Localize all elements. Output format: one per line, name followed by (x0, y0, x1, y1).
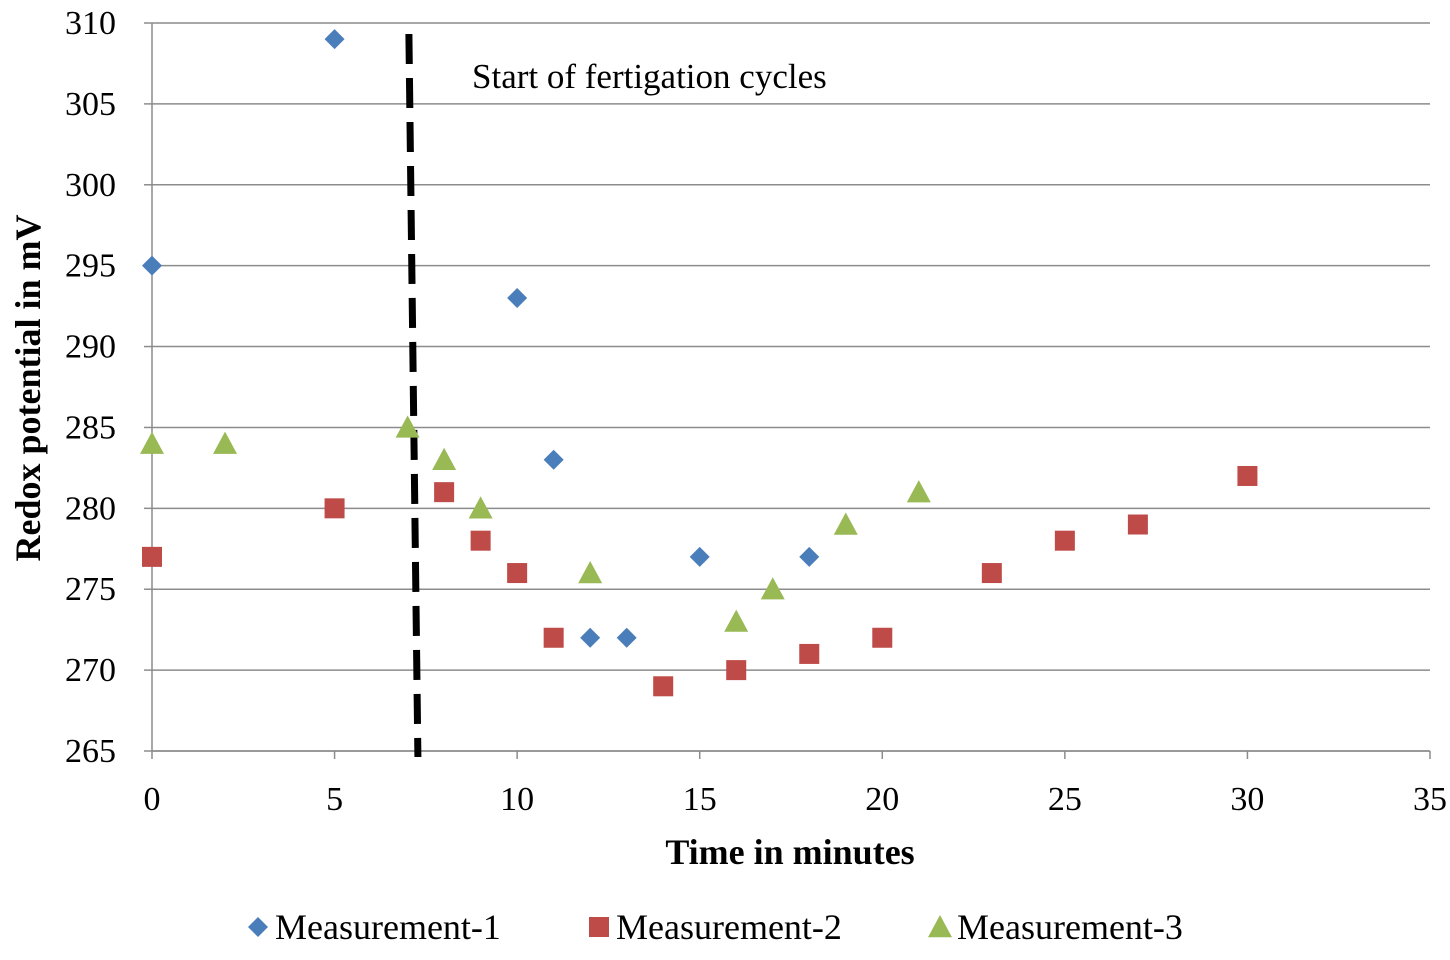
x-tick-label: 5 (326, 781, 343, 818)
x-axis-title: Time in minutes (665, 832, 914, 872)
data-point (324, 498, 345, 519)
fertigation-start-line (405, 33, 422, 758)
legend-label: Measurement-3 (957, 907, 1183, 947)
data-point (689, 546, 710, 567)
x-tick-label: 10 (500, 781, 534, 818)
x-tick-label: 20 (865, 781, 899, 818)
data-point (432, 447, 457, 470)
data-point (906, 480, 931, 503)
y-tick-label: 285 (65, 409, 116, 446)
data-point (543, 449, 564, 470)
legend-item-1: Measurement-1 (248, 907, 501, 947)
legend-label: Measurement-1 (275, 907, 501, 947)
x-tick-label: 35 (1413, 781, 1447, 818)
data-point (543, 627, 564, 648)
data-point (140, 431, 164, 454)
data-point (580, 627, 601, 648)
series-2 (142, 465, 1258, 697)
x-tick-label: 15 (683, 781, 717, 818)
legend: Measurement-1 Measurement-2 Measurement-3 (248, 907, 1183, 947)
y-axis-title: Redox potential in mV (8, 214, 48, 561)
data-point (507, 563, 528, 584)
data-point (799, 643, 820, 664)
data-point (213, 431, 238, 454)
data-point (142, 546, 162, 567)
data-point (616, 627, 637, 648)
data-point (653, 676, 674, 697)
gridlines (152, 22, 1430, 752)
data-point (507, 288, 528, 309)
y-tick-label: 300 (65, 167, 116, 204)
x-tick-label: 25 (1048, 781, 1082, 818)
y-tick-label: 275 (65, 571, 116, 608)
data-point (981, 563, 1002, 584)
annotation-text: Start of fertigation cycles (472, 57, 827, 96)
y-tick-label: 265 (65, 733, 116, 770)
legend-item-3: Measurement-3 (928, 907, 1183, 947)
data-point (833, 512, 858, 535)
x-tick-label: 30 (1230, 781, 1264, 818)
legend-label: Measurement-2 (616, 907, 842, 947)
y-tick-label: 310 (65, 5, 116, 42)
data-point (1054, 530, 1075, 551)
data-point (470, 530, 491, 551)
series-1 (142, 29, 820, 648)
x-tick-label: 0 (144, 781, 161, 818)
y-tick-label: 270 (65, 652, 116, 689)
y-tick-label: 290 (65, 329, 116, 366)
y-tick-labels: 265 270 275 280 285 290 295 300 305 310 (65, 5, 116, 770)
y-tick-label: 295 (65, 248, 116, 285)
data-point (434, 482, 455, 503)
data-point (760, 577, 785, 600)
legend-marker (928, 915, 952, 938)
series-3 (140, 415, 931, 632)
data-point (395, 415, 420, 438)
data-point (1127, 514, 1148, 535)
axes (144, 22, 1431, 759)
data-points (140, 29, 1258, 697)
data-point (799, 546, 820, 567)
x-tick-labels: 0 5 10 15 20 25 30 35 (144, 781, 1448, 818)
y-tick-label: 280 (65, 490, 116, 527)
legend-marker (248, 917, 268, 937)
y-tick-label: 305 (65, 86, 116, 123)
data-point (726, 660, 747, 681)
data-point (872, 627, 893, 648)
data-point (578, 561, 603, 584)
data-point (324, 29, 345, 50)
data-point (468, 496, 493, 519)
fertigation-start-dashed-line (405, 33, 422, 758)
legend-item-2: Measurement-2 (589, 907, 842, 947)
data-point (724, 609, 749, 632)
data-point (142, 255, 162, 276)
data-point (1237, 465, 1258, 486)
legend-marker (589, 917, 609, 937)
